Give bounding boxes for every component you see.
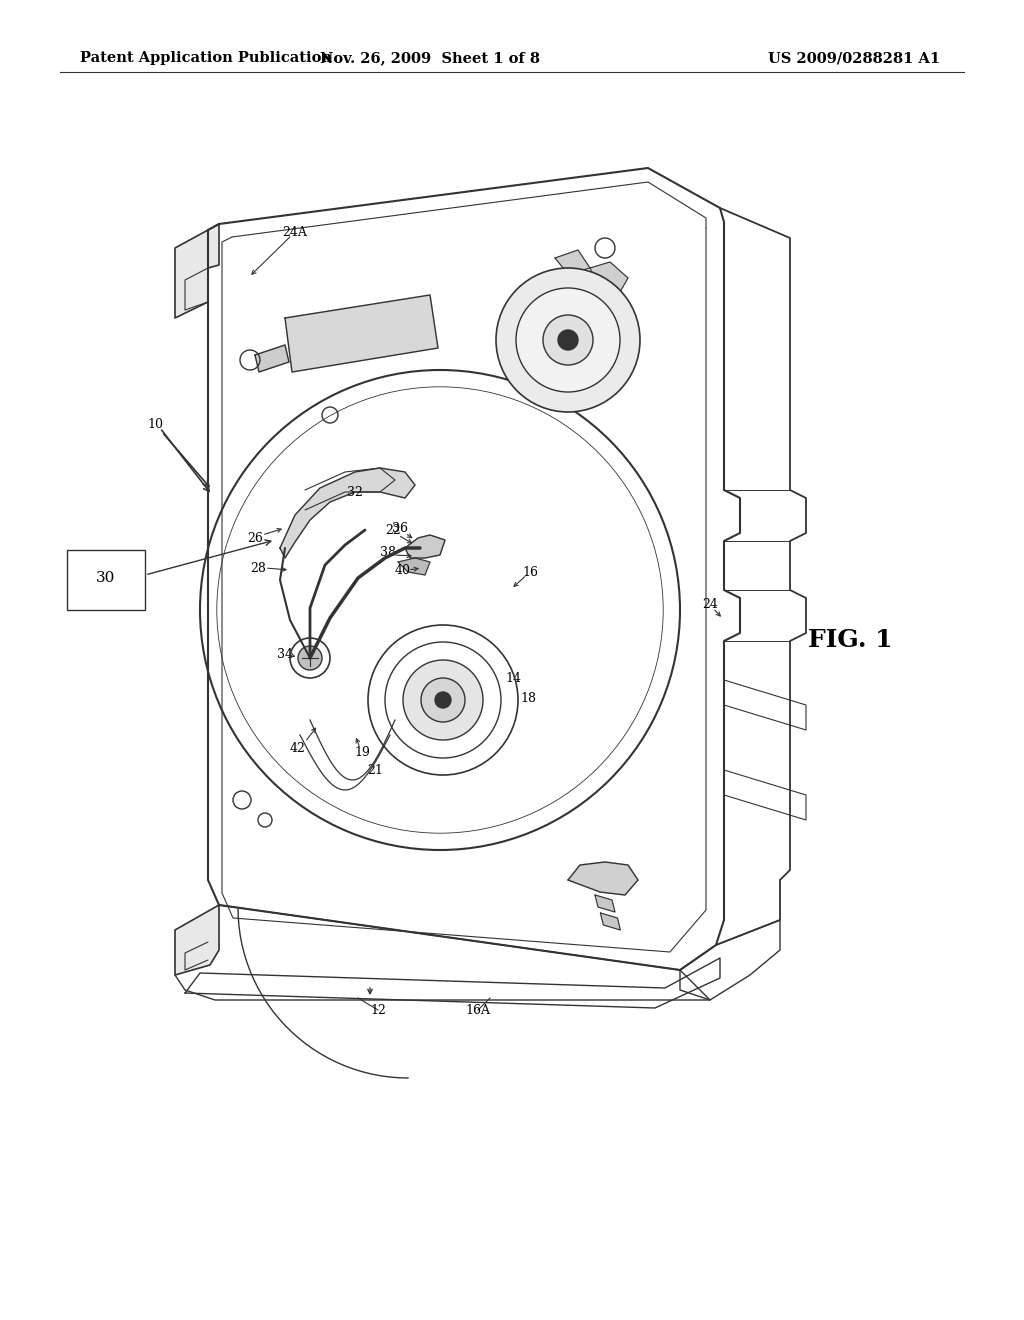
Text: FIG. 1: FIG. 1 (808, 628, 892, 652)
Circle shape (496, 268, 640, 412)
Text: 20: 20 (454, 722, 470, 734)
Circle shape (435, 692, 451, 708)
Text: Patent Application Publication: Patent Application Publication (80, 51, 332, 65)
Text: 26: 26 (247, 532, 263, 544)
Bar (67, 550, 145, 610)
Text: 38: 38 (380, 545, 396, 558)
Text: 24A: 24A (283, 226, 307, 239)
Polygon shape (555, 249, 590, 275)
Circle shape (403, 660, 483, 741)
Polygon shape (280, 469, 415, 558)
Circle shape (298, 645, 322, 671)
Text: 36: 36 (392, 521, 408, 535)
Circle shape (421, 678, 465, 722)
Circle shape (558, 330, 578, 350)
Polygon shape (398, 558, 430, 576)
Text: 10: 10 (147, 418, 163, 432)
Polygon shape (590, 261, 628, 292)
Text: 34: 34 (278, 648, 293, 661)
Text: 21: 21 (367, 763, 383, 776)
Text: 30: 30 (96, 572, 116, 585)
Text: 28: 28 (250, 561, 266, 574)
Polygon shape (600, 913, 621, 931)
Text: Nov. 26, 2009  Sheet 1 of 8: Nov. 26, 2009 Sheet 1 of 8 (319, 51, 540, 65)
Polygon shape (175, 224, 219, 318)
Text: US 2009/0288281 A1: US 2009/0288281 A1 (768, 51, 940, 65)
Polygon shape (406, 535, 445, 558)
Text: 16: 16 (522, 565, 538, 578)
Circle shape (516, 288, 620, 392)
Text: 42: 42 (290, 742, 306, 755)
Polygon shape (285, 294, 438, 372)
Text: 18: 18 (520, 692, 536, 705)
Text: 22: 22 (385, 524, 400, 536)
Text: 16A: 16A (466, 1003, 490, 1016)
Text: 32: 32 (347, 486, 362, 499)
Text: 19: 19 (354, 746, 370, 759)
Text: 24: 24 (702, 598, 718, 611)
Text: 40: 40 (395, 564, 411, 577)
Polygon shape (255, 345, 289, 372)
Polygon shape (568, 862, 638, 895)
Text: 14: 14 (505, 672, 521, 685)
Circle shape (543, 315, 593, 366)
Polygon shape (595, 895, 615, 912)
Text: 12: 12 (370, 1003, 386, 1016)
Polygon shape (175, 906, 219, 975)
